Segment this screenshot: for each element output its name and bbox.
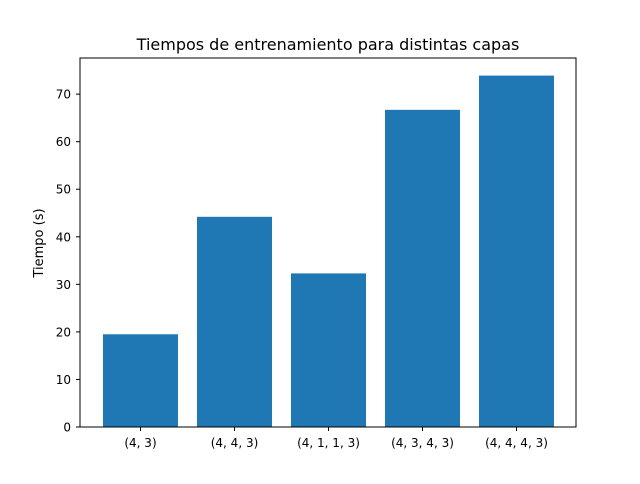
y-axis-ticks: 0 10 20 30 40 50 60 70 — [56, 88, 80, 435]
bar-4 — [385, 109, 460, 428]
y-tick-label: 20 — [56, 325, 71, 339]
plot-frame — [79, 57, 577, 428]
bar-3 — [291, 273, 366, 427]
bar-2 — [197, 216, 272, 427]
bar-5 — [479, 75, 554, 428]
y-tick-label: 60 — [56, 135, 71, 149]
x-tick-label: (4, 1, 1, 3) — [297, 436, 360, 450]
bars-group — [103, 75, 554, 428]
x-axis-ticks: (4, 3) (4, 4, 3) (4, 1, 1, 3) (4, 3, 4, 3) (… — [124, 427, 548, 450]
x-tick-label: (4, 4, 3) — [211, 436, 259, 450]
x-tick-label: (4, 3) — [124, 436, 156, 450]
y-tick-label: 0 — [63, 421, 71, 435]
chart-title: Tiempos de entrenamiento para distintas … — [136, 35, 520, 54]
y-tick-label: 40 — [56, 230, 71, 244]
y-axis-label: Tiempo (s) — [32, 208, 47, 278]
x-tick-label: (4, 4, 4, 3) — [485, 436, 548, 450]
y-tick-label: 50 — [56, 183, 71, 197]
bar-1 — [103, 334, 178, 427]
y-tick-label: 70 — [56, 88, 71, 102]
y-tick-label: 30 — [56, 278, 71, 292]
y-tick-label: 10 — [56, 373, 71, 387]
x-tick-label: (4, 3, 4, 3) — [391, 436, 454, 450]
